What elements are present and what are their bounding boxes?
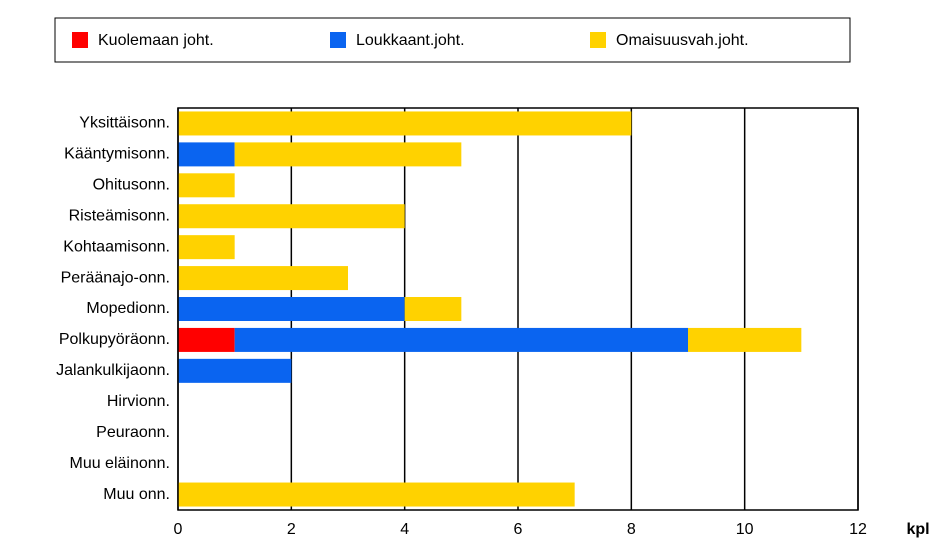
legend-swatch [330,32,346,48]
bar-segment [178,111,632,136]
y-tick-label: Polkupyöräonn. [59,331,170,348]
bar-segment [234,327,688,352]
bar-segment [178,327,235,352]
bar-segment [178,235,235,260]
y-tick-label: Peräänajo-onn. [61,269,170,286]
x-tick-label: 12 [849,521,867,538]
y-tick-label: Jalankulkijaonn. [56,362,170,379]
bar-segment [178,173,235,198]
y-tick-label: Muu eläinonn. [69,455,170,472]
bar-segment [178,358,292,383]
y-tick-label: Kohtaamisonn. [63,238,170,255]
legend-box [54,17,851,63]
y-tick-label: Ohitusonn. [93,177,170,194]
legend-label: Omaisuusvah.joht. [616,32,749,49]
legend-swatch [590,32,606,48]
x-axis-label: kpl [906,521,929,538]
legend-label: Kuolemaan joht. [98,32,214,49]
x-tick-label: 6 [514,521,523,538]
bar-segment [234,142,462,167]
legend-swatch [72,32,88,48]
y-tick-label: Hirvionn. [107,393,170,410]
bar-segment [178,142,235,167]
y-tick-label: Yksittäisonn. [79,115,170,132]
x-tick-label: 4 [400,521,409,538]
x-tick-label: 8 [627,521,636,538]
bar-segment [178,204,405,229]
bar-segment [178,297,405,321]
plot-border [177,107,859,511]
bar-segment [178,482,575,507]
y-tick-label: Risteämisonn. [69,207,170,224]
legend-label: Loukkaant.joht. [356,32,465,49]
y-tick-label: Peuraonn. [96,424,170,441]
y-tick-label: Muu onn. [103,486,170,503]
x-tick-label: 2 [287,521,296,538]
y-tick-label: Mopedionn. [86,300,170,317]
bar-segment [404,297,462,321]
y-tick-label: Kääntymisonn. [64,146,170,163]
bar-segment [688,327,802,352]
x-tick-label: 10 [736,521,754,538]
x-tick-label: 0 [174,521,183,538]
bar-segment [178,266,348,291]
